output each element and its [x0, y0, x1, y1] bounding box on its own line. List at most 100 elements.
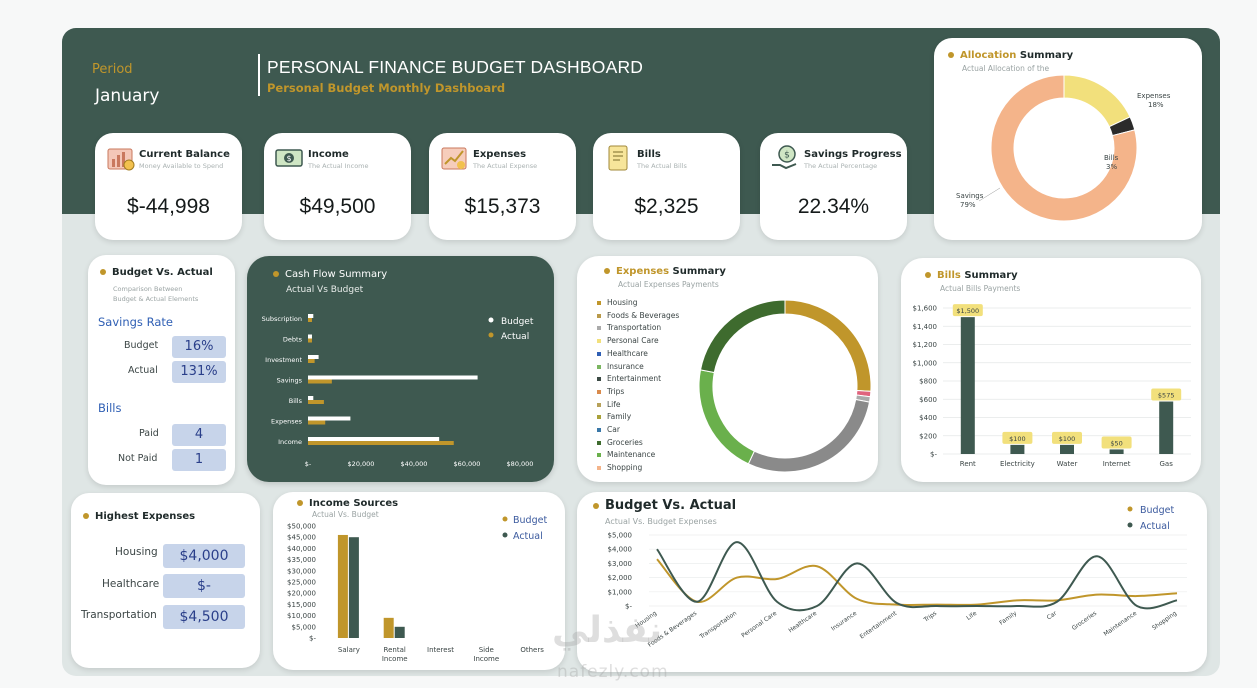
expenses-legend-item: Car: [597, 424, 679, 437]
kpi-card-balance: Current Balance Money Available to Spend…: [95, 133, 242, 240]
bva-subtitle-1: Comparison Between: [113, 285, 183, 293]
cashflow-bar-budget: [308, 355, 319, 359]
income-bar: [383, 617, 394, 638]
cashflow-bar-chart: Subscription Debts Investment Savings Bills E…: [262, 314, 534, 468]
bills-paid-value: 4: [172, 424, 226, 446]
bills-card: Bills Summary Actual Bills Payments $- $2…: [901, 258, 1201, 482]
watermark-logo: نفذلي: [552, 610, 663, 651]
income-x-label: Salary: [338, 646, 360, 654]
cashflow-subtitle: Actual Vs Budget: [286, 285, 364, 295]
bullet-icon: [100, 269, 106, 275]
legend-marker: [597, 389, 601, 394]
expenses-legend-item: Shopping: [597, 462, 679, 475]
bills-y-tick: $400: [919, 414, 937, 422]
cashflow-category-label: Subscription: [262, 315, 302, 323]
cash-icon: $: [275, 149, 303, 167]
expenses-legend-item: Transportation: [597, 322, 679, 335]
bills-y-tick: $600: [919, 396, 937, 404]
highest-expense-value: $-: [163, 574, 245, 598]
line-series-actual: [656, 541, 1178, 612]
legend-marker: [597, 364, 601, 369]
bullet-icon: [593, 502, 599, 509]
cashflow-bar-budget: [308, 314, 314, 318]
line-x-label: Shopping: [1151, 610, 1178, 632]
line-y-tick: $-: [625, 603, 632, 611]
line-legend-label: Actual: [1140, 521, 1170, 532]
bills-bar: [1010, 444, 1025, 454]
line-series-budget: [656, 558, 1178, 606]
cashflow-category-label: Savings: [277, 377, 303, 385]
bullet-icon: [604, 268, 610, 274]
expenses-legend-item: Life: [597, 399, 679, 412]
kpi-card-bills: Bills The Actual Bills $2,325: [593, 133, 740, 240]
expenses-donut-chart: [698, 299, 872, 473]
income-title: Income Sources: [309, 498, 399, 509]
allocation-label-savings: Savings: [956, 192, 984, 200]
kpi-card-income: $ Income The Actual Income $49,500: [264, 133, 411, 240]
legend-label: Life: [607, 399, 621, 409]
bva-title: Budget Vs. Actual: [112, 267, 213, 278]
savings-actual-label: Actual: [128, 365, 158, 376]
line-x-label: Car: [1046, 610, 1059, 622]
bva-subtitle-2: Budget & Actual Elements: [113, 295, 199, 303]
line-y-tick: $3,000: [608, 560, 633, 568]
svg-text:$: $: [784, 151, 790, 161]
income-y-tick: $10,000: [287, 612, 316, 620]
cashflow-x-tick: $20,000: [348, 460, 375, 468]
allocation-card: Allocation Summary Actual Allocation of …: [934, 38, 1202, 240]
allocation-subtitle: Actual Allocation of the: [962, 64, 1050, 73]
income-legend-marker: [502, 532, 508, 538]
expenses-legend-item: Family: [597, 411, 679, 424]
income-subtitle: Actual Vs. Budget: [312, 510, 379, 519]
income-x-label: Income: [473, 655, 499, 663]
bills-data-label-bg: [1052, 431, 1082, 444]
legend-marker: [597, 440, 601, 445]
legend-marker: [597, 339, 601, 344]
period-label: Period: [92, 62, 133, 77]
bills-bar: [1109, 449, 1124, 454]
savings-budget-label: Budget: [124, 340, 159, 351]
expenses-card: Expenses Summary Actual Expenses Payment…: [577, 256, 878, 482]
income-y-tick: $15,000: [287, 601, 316, 609]
line-x-label: Healthcare: [787, 610, 818, 635]
page-title: PERSONAL FINANCE BUDGET DASHBOARD: [267, 57, 644, 77]
allocation-label-expenses-pct: 18%: [1148, 101, 1164, 109]
income-bar: [348, 537, 359, 638]
legend-label: Foods & Beverages: [607, 310, 680, 320]
bills-heading: Bills: [98, 401, 122, 415]
cashflow-legend-label: Actual: [501, 332, 529, 342]
highest-expenses-title: Highest Expenses: [95, 511, 196, 522]
income-y-tick: $-: [309, 635, 316, 643]
allocation-label-bills-pct: 3%: [1106, 163, 1117, 171]
cashflow-bar-budget: [308, 416, 351, 421]
legend-label: Groceries: [607, 437, 643, 447]
bullet-icon: [297, 500, 303, 506]
kpi-title: Income: [308, 149, 349, 160]
income-x-label: Others: [520, 646, 544, 654]
bills-data-label-bg: [1101, 436, 1132, 449]
kpi-value: $-44,998: [127, 195, 210, 218]
bills-y-tick: $1,600: [913, 305, 938, 313]
legend-label: Entertainment: [607, 374, 662, 384]
bullet-icon: [948, 52, 954, 58]
line-y-tick: $1,000: [608, 588, 633, 596]
kpi-title: Current Balance: [139, 149, 230, 160]
period-value[interactable]: January: [95, 86, 160, 106]
bills-y-tick: $800: [919, 378, 937, 386]
kpi-value: $49,500: [299, 195, 376, 218]
cashflow-x-tick: $40,000: [401, 460, 428, 468]
expenses-slice: [698, 369, 756, 465]
line-x-label: Groceries: [1071, 610, 1098, 632]
line-x-label: Maintenance: [1102, 610, 1138, 638]
legend-marker: [597, 301, 601, 305]
bills-data-label-bg: [1151, 388, 1182, 401]
expenses-title-rest: Summary: [672, 266, 726, 277]
expenses-slice: [699, 299, 786, 374]
title-divider: [258, 54, 260, 96]
expenses-slice: [784, 299, 872, 392]
kpi-value: $2,325: [634, 195, 699, 218]
cashflow-category-label: Debts: [283, 336, 303, 344]
bills-bar: [960, 317, 975, 454]
cashflow-card: Cash Flow Summary Actual Vs Budget Subsc…: [247, 256, 554, 482]
